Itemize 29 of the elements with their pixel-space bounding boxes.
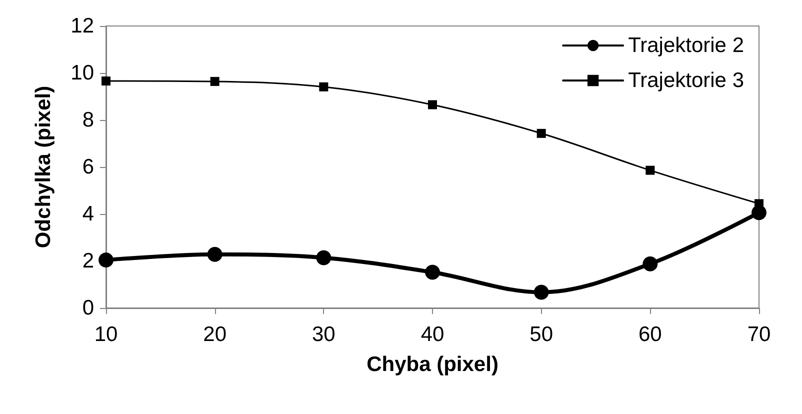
x-axis-title: Chyba (pixel) [366,353,498,376]
point [536,128,546,138]
y-tick-label: 10 [70,62,94,84]
point [98,252,114,268]
point [425,264,440,280]
point [102,76,110,86]
y-tick-label: 12 [70,14,94,38]
y-tick-label: 0 [82,296,94,320]
legend-label: Trajektorie 2 [628,34,744,57]
point [210,76,220,86]
point [642,256,658,272]
y-axis-title: Odchylka (pixel) [32,86,55,248]
y-tick-label: 6 [82,156,94,178]
x-tick-label: 20 [203,323,227,346]
y-tick-label: 4 [82,202,94,226]
x-tick-label: 40 [420,323,444,346]
point [428,100,437,110]
point [319,82,328,92]
y-tick-label: 8 [82,108,94,132]
point [646,166,655,175]
point [534,284,549,300]
point [316,250,332,266]
y-tick-label: 2 [82,250,94,272]
x-tick-label: 50 [530,323,554,346]
x-tick-label: 60 [638,323,662,346]
point [207,246,222,262]
legend-label: Trajektorie 3 [628,69,744,92]
x-tick-label: 30 [312,323,336,346]
x-tick-label: 70 [747,323,771,346]
